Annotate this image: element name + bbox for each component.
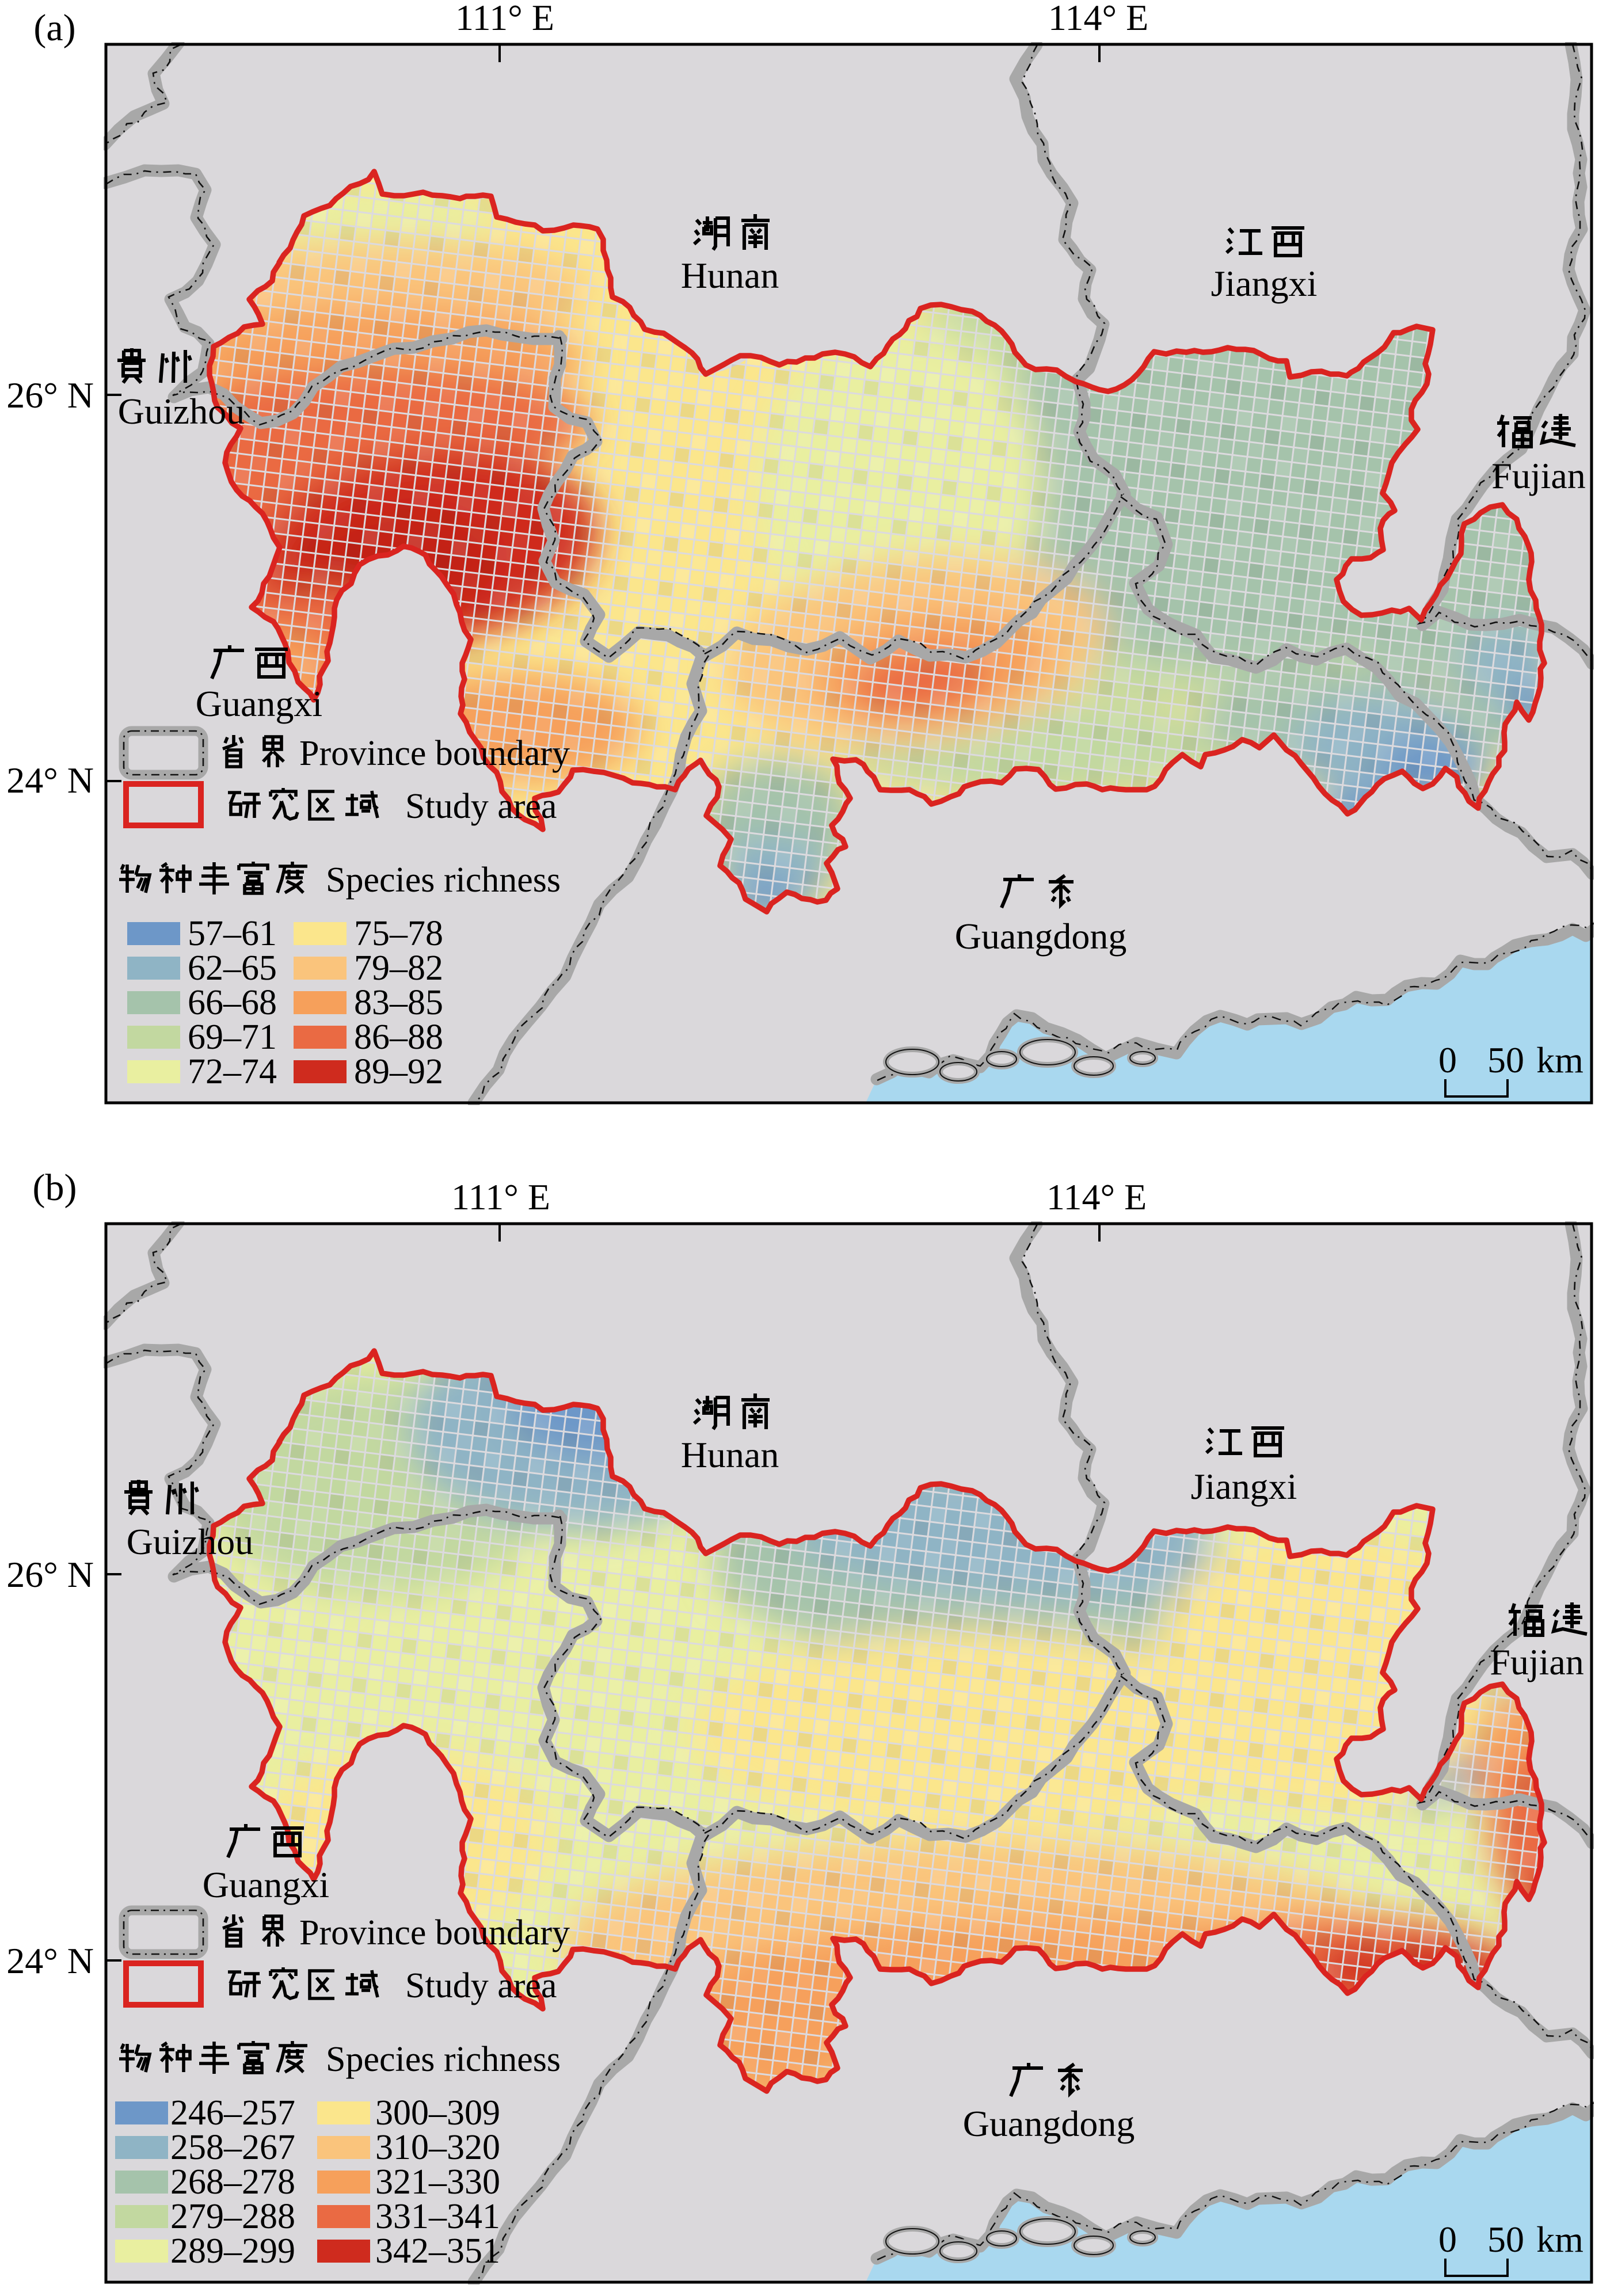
svg-text:50: 50 bbox=[1487, 2219, 1524, 2260]
svg-text:0: 0 bbox=[1438, 1040, 1457, 1080]
svg-text:Guangxi: Guangxi bbox=[196, 683, 322, 724]
svg-text:246–257: 246–257 bbox=[170, 2093, 295, 2133]
svg-text:310–320: 310–320 bbox=[375, 2128, 500, 2167]
svg-text:Province boundary: Province boundary bbox=[299, 734, 570, 773]
svg-text:Study area: Study area bbox=[405, 787, 557, 826]
svg-text:Jiangxi: Jiangxi bbox=[1211, 263, 1318, 304]
svg-text:114° E: 114° E bbox=[1046, 1176, 1147, 1217]
svg-text:(a): (a) bbox=[33, 7, 75, 49]
svg-text:62–65: 62–65 bbox=[188, 949, 277, 988]
svg-text:24° N: 24° N bbox=[6, 1940, 94, 1981]
svg-text:Fujian: Fujian bbox=[1490, 1642, 1584, 1682]
svg-text:26° N: 26° N bbox=[6, 375, 94, 416]
svg-text:321–330: 321–330 bbox=[375, 2162, 500, 2202]
svg-text:86–88: 86–88 bbox=[354, 1018, 443, 1057]
svg-text:Study area: Study area bbox=[405, 1966, 557, 2005]
svg-text:26° N: 26° N bbox=[6, 1554, 94, 1595]
svg-text:79–82: 79–82 bbox=[354, 949, 443, 988]
svg-text:57–61: 57–61 bbox=[188, 914, 277, 953]
svg-text:Species richness: Species richness bbox=[326, 860, 561, 900]
svg-text:Guizhou: Guizhou bbox=[127, 1521, 253, 1562]
svg-text:111° E: 111° E bbox=[455, 0, 554, 38]
svg-text:66–68: 66–68 bbox=[188, 983, 277, 1022]
svg-text:Guangdong: Guangdong bbox=[955, 916, 1127, 957]
svg-text:114° E: 114° E bbox=[1048, 0, 1148, 38]
svg-text:89–92: 89–92 bbox=[354, 1052, 443, 1091]
svg-text:75–78: 75–78 bbox=[354, 914, 443, 953]
svg-text:279–288: 279–288 bbox=[170, 2197, 295, 2236]
svg-text:331–341: 331–341 bbox=[375, 2197, 500, 2236]
svg-text:111° E: 111° E bbox=[451, 1176, 550, 1217]
svg-text:(b): (b) bbox=[33, 1167, 77, 1209]
svg-text:Jiangxi: Jiangxi bbox=[1191, 1466, 1297, 1507]
svg-text:0: 0 bbox=[1438, 2219, 1457, 2260]
svg-text:Guangxi: Guangxi bbox=[203, 1864, 329, 1905]
svg-text:69–71: 69–71 bbox=[188, 1018, 277, 1057]
svg-text:268–278: 268–278 bbox=[170, 2162, 295, 2202]
svg-text:Fujian: Fujian bbox=[1491, 455, 1586, 496]
svg-text:342–351: 342–351 bbox=[375, 2232, 500, 2271]
svg-text:83–85: 83–85 bbox=[354, 983, 443, 1022]
svg-text:289–299: 289–299 bbox=[170, 2232, 295, 2271]
svg-text:km: km bbox=[1536, 1040, 1583, 1080]
svg-text:50: 50 bbox=[1487, 1040, 1524, 1080]
svg-text:72–74: 72–74 bbox=[188, 1052, 277, 1091]
svg-text:km: km bbox=[1536, 2219, 1583, 2260]
svg-text:Hunan: Hunan bbox=[681, 1434, 779, 1475]
svg-text:Species richness: Species richness bbox=[326, 2040, 561, 2079]
svg-text:Guangdong: Guangdong bbox=[963, 2103, 1135, 2144]
svg-text:24° N: 24° N bbox=[6, 760, 94, 801]
svg-text:258–267: 258–267 bbox=[170, 2128, 295, 2167]
svg-text:Guizhou: Guizhou bbox=[118, 391, 245, 432]
svg-text:Hunan: Hunan bbox=[681, 255, 779, 296]
svg-text:Province boundary: Province boundary bbox=[299, 1913, 570, 1952]
svg-text:300–309: 300–309 bbox=[375, 2093, 500, 2133]
